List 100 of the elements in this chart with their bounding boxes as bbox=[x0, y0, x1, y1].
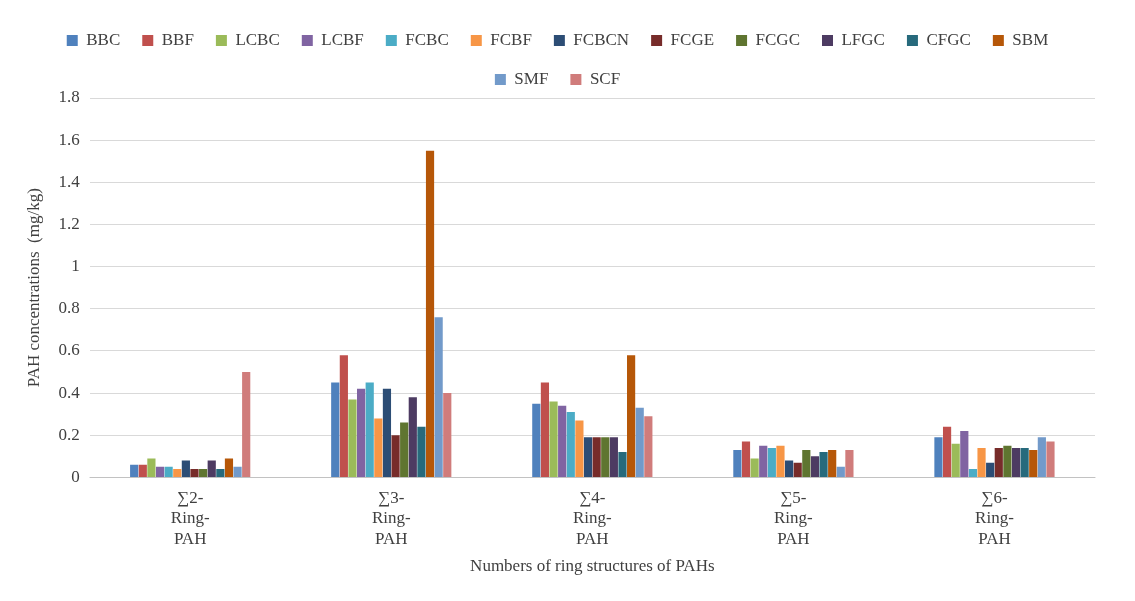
bar bbox=[199, 468, 208, 477]
bar bbox=[644, 416, 653, 477]
legend-label: CFGC bbox=[926, 29, 971, 49]
bar bbox=[934, 437, 943, 477]
x-tick-label: ∑2-Ring-PAH bbox=[170, 488, 210, 548]
y-tick-label: 1 bbox=[71, 256, 80, 276]
bar bbox=[776, 445, 785, 477]
bar bbox=[155, 466, 165, 477]
bar bbox=[951, 443, 960, 477]
bar bbox=[741, 441, 751, 477]
bar bbox=[233, 466, 242, 477]
legend-label: LCBF bbox=[321, 29, 364, 49]
bar bbox=[1020, 447, 1029, 477]
bar bbox=[164, 466, 173, 477]
bar bbox=[365, 382, 374, 477]
bar bbox=[207, 460, 216, 477]
legend-label: FCBC bbox=[405, 29, 449, 49]
bar bbox=[994, 447, 1003, 477]
y-tick-label: 0 bbox=[71, 466, 80, 486]
legend-label: FCGE bbox=[670, 29, 715, 49]
bar bbox=[408, 397, 417, 477]
legend-label: FCBF bbox=[490, 29, 532, 49]
bar bbox=[1003, 445, 1012, 477]
bar bbox=[592, 437, 601, 477]
y-tick-label: 1.4 bbox=[58, 171, 81, 191]
bar bbox=[173, 468, 182, 477]
bar bbox=[558, 405, 567, 477]
bar bbox=[224, 458, 234, 477]
bar bbox=[960, 431, 969, 477]
bar bbox=[1011, 447, 1021, 477]
bar bbox=[802, 450, 811, 477]
bar bbox=[566, 412, 575, 477]
bar bbox=[147, 458, 156, 477]
legend-label: BBF bbox=[161, 29, 194, 49]
bar bbox=[374, 418, 383, 477]
legend-label: SCF bbox=[589, 68, 621, 88]
bar bbox=[784, 460, 794, 477]
bar bbox=[242, 372, 251, 477]
legend-label: SMF bbox=[514, 68, 549, 88]
bar bbox=[767, 447, 776, 477]
y-tick-label: 1.8 bbox=[58, 87, 80, 107]
bar bbox=[986, 462, 995, 477]
y-tick-label: 1.6 bbox=[58, 129, 80, 149]
bar bbox=[733, 450, 742, 477]
x-tick-label: ∑4-Ring-PAH bbox=[572, 488, 613, 548]
bar bbox=[339, 355, 348, 477]
bar bbox=[819, 452, 828, 477]
bar bbox=[635, 407, 644, 477]
x-axis-title: Numbers of ring structures of PAHs bbox=[470, 556, 715, 576]
bar bbox=[968, 468, 978, 477]
bar bbox=[443, 393, 452, 477]
bar bbox=[549, 401, 558, 477]
y-axis-title: PAH concentrations (mg/kg) bbox=[23, 188, 43, 388]
bar bbox=[1037, 437, 1046, 477]
bar bbox=[181, 460, 190, 477]
bar bbox=[331, 382, 340, 477]
bar bbox=[759, 445, 768, 477]
bar bbox=[836, 466, 845, 477]
bar bbox=[216, 468, 225, 477]
bar bbox=[750, 458, 759, 477]
legend-label: FCGC bbox=[755, 29, 800, 49]
bar bbox=[540, 382, 550, 477]
y-tick-label: 0.2 bbox=[58, 424, 80, 444]
legend-label: FCBCN bbox=[573, 29, 630, 49]
bar bbox=[601, 437, 610, 477]
bar bbox=[977, 447, 986, 477]
bar bbox=[1029, 450, 1038, 477]
y-tick-label: 0.4 bbox=[58, 382, 81, 402]
legend-label: BBC bbox=[86, 29, 121, 49]
bar bbox=[357, 388, 366, 477]
x-tick-label: ∑5-Ring-PAH bbox=[774, 488, 814, 548]
bar bbox=[382, 388, 392, 477]
bar bbox=[793, 462, 802, 477]
bar bbox=[417, 426, 426, 477]
bar bbox=[190, 468, 199, 477]
bar bbox=[434, 317, 443, 477]
y-tick-label: 1.2 bbox=[58, 213, 80, 233]
bar bbox=[400, 422, 409, 477]
bar bbox=[391, 435, 400, 477]
x-tick-label: ∑6-Ring-PAH bbox=[975, 488, 1015, 548]
bar bbox=[130, 464, 139, 477]
bar bbox=[942, 426, 952, 477]
legend-label: LFGC bbox=[841, 29, 885, 49]
bar bbox=[609, 437, 618, 477]
bar bbox=[583, 437, 593, 477]
bar bbox=[845, 450, 854, 477]
bar bbox=[1046, 441, 1055, 477]
bar bbox=[425, 150, 435, 477]
bar bbox=[348, 399, 357, 477]
legend-label: LCBC bbox=[235, 29, 280, 49]
bar bbox=[532, 403, 541, 477]
legend-label: SBM bbox=[1012, 29, 1049, 49]
bar bbox=[575, 420, 584, 477]
x-tick-label: ∑3-Ring-PAH bbox=[371, 488, 411, 548]
y-tick-label: 0.6 bbox=[58, 340, 80, 360]
bar bbox=[138, 464, 147, 477]
bar bbox=[618, 452, 627, 477]
bar bbox=[828, 450, 837, 477]
bar bbox=[810, 456, 820, 477]
bar bbox=[627, 355, 636, 477]
